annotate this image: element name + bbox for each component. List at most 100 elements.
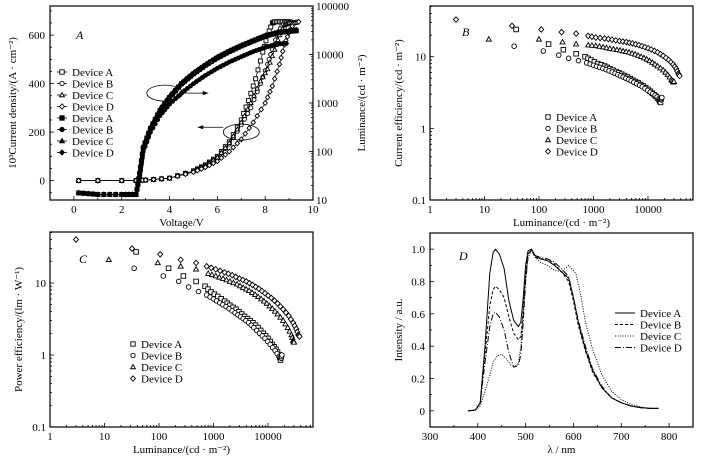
data-point (175, 278, 182, 285)
legend-item: Device C (129, 362, 182, 374)
legend-label: Device B (72, 125, 113, 137)
data-point (258, 106, 265, 113)
y2-tick-label: 10000 (316, 50, 344, 62)
y-tick-label: 10 (415, 52, 427, 64)
legend-marker (544, 148, 552, 155)
data-point (246, 124, 253, 132)
data-point (210, 160, 217, 167)
data-point (204, 270, 212, 276)
data-point (254, 85, 261, 91)
data-point (95, 177, 101, 184)
data-point (212, 265, 219, 273)
data-point (214, 158, 221, 165)
data-point (263, 38, 269, 44)
data-point (192, 265, 200, 272)
data-point (610, 45, 617, 52)
data-point (596, 42, 603, 49)
x-tick-label: 0 (71, 204, 77, 216)
data-point (157, 250, 164, 258)
data-point (112, 191, 119, 198)
data-point (271, 75, 278, 82)
data-point (634, 51, 642, 58)
data-point (262, 69, 269, 76)
data-point (560, 47, 567, 53)
data-point (676, 72, 683, 80)
data-point (129, 191, 136, 198)
data-point (267, 88, 273, 95)
panel-a-jv-luminance-chart: 0 2 4 6 8 10020040060010100100010000100000Vol… (7, 1, 368, 229)
legend-marker (545, 114, 551, 120)
data-point (279, 317, 287, 323)
data-point (573, 50, 579, 57)
annotation-arrowhead (202, 91, 209, 96)
data-point (182, 171, 189, 178)
data-point (226, 139, 233, 146)
data-point (284, 33, 291, 40)
legend-marker (129, 375, 137, 382)
legend-item: Device A (57, 113, 113, 125)
x-tick-label: 10 (99, 431, 111, 443)
data-point (538, 26, 545, 33)
data-point (118, 191, 125, 198)
plot-frame (429, 5, 694, 201)
data-point (250, 119, 257, 126)
data-point (260, 297, 268, 304)
data-point (540, 48, 547, 54)
data-point (134, 186, 140, 193)
x-tick-label: 10 (308, 204, 320, 216)
data-point (266, 59, 273, 65)
data-point (274, 36, 281, 42)
x-tick-label: 500 (517, 431, 534, 443)
data-point (136, 170, 143, 177)
data-point (174, 173, 181, 180)
data-point (248, 105, 254, 111)
legend-marker (58, 137, 66, 144)
data-point (565, 55, 572, 62)
data-point (279, 48, 286, 55)
y-axis-label: 10³Current density/(A · cm⁻²) (7, 37, 19, 169)
data-point (90, 191, 96, 198)
data-point (236, 282, 244, 289)
y-tick-label: 0 (420, 406, 426, 418)
data-point (588, 41, 596, 48)
series-device-c (105, 256, 298, 345)
data-point (160, 273, 167, 279)
data-point (269, 52, 276, 59)
legend-label: Device C (72, 90, 113, 102)
data-point (131, 265, 137, 272)
panel-label: D (458, 249, 468, 263)
legend-item: Device C (57, 90, 113, 102)
y-tick-label: 0 (40, 176, 46, 188)
data-point (118, 177, 125, 184)
legend-marker (130, 352, 136, 359)
data-point (226, 277, 234, 284)
data-point (271, 307, 279, 314)
data-point (185, 284, 192, 290)
data-point (142, 141, 148, 148)
data-point (105, 256, 113, 263)
data-point (161, 102, 168, 109)
legend-item: Device B (615, 320, 681, 332)
data-point (592, 34, 599, 41)
panel-label: B (462, 25, 470, 39)
data-point (193, 278, 199, 285)
y-tick-label: 0.2 (411, 374, 425, 386)
data-point (144, 136, 150, 143)
data-point (599, 43, 607, 50)
data-point (259, 73, 266, 80)
data-point (558, 28, 565, 36)
data-point (269, 82, 276, 90)
series-line-device-c (468, 250, 659, 412)
data-point (206, 162, 213, 169)
data-point (157, 109, 163, 116)
panel-d-el-spectra-chart: 300 400 500 600 700 800 0 0.2 0.4 0.6 0.8 1.0 λ / nm… (393, 232, 694, 456)
data-point (230, 279, 237, 286)
legend-label: Device A (141, 339, 182, 351)
data-point (222, 151, 229, 158)
data-point (251, 291, 259, 297)
data-point (278, 54, 284, 61)
data-point (255, 67, 261, 73)
